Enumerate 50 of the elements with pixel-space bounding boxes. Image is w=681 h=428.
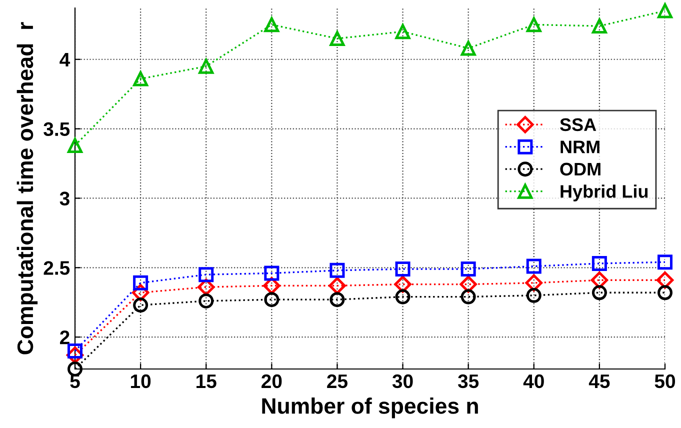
point <box>68 138 82 153</box>
point <box>658 285 672 300</box>
legend-label: SSA <box>560 118 596 132</box>
y-tick-label: 2.5 <box>44 261 70 275</box>
point <box>68 362 82 376</box>
x-tick-label: 45 <box>588 374 610 388</box>
point <box>133 275 148 290</box>
x-tick-label: 10 <box>130 374 151 388</box>
point <box>264 266 280 281</box>
point <box>460 40 476 56</box>
point <box>658 254 672 270</box>
point <box>460 262 476 277</box>
legend-label: ODM <box>560 162 600 176</box>
point <box>133 298 148 313</box>
legend-label: NRM <box>560 140 600 154</box>
x-axis-title: Number of species n <box>262 398 478 418</box>
point <box>264 17 280 32</box>
point <box>395 24 410 40</box>
point <box>526 17 542 32</box>
point <box>330 262 345 278</box>
point <box>395 262 410 277</box>
point <box>592 256 607 271</box>
point <box>198 58 214 74</box>
point <box>133 71 148 86</box>
point <box>198 267 214 282</box>
point <box>264 292 280 308</box>
point <box>460 289 476 304</box>
y-tick-label: 2 <box>60 330 70 344</box>
x-tick-label: 25 <box>327 374 348 388</box>
point <box>330 31 345 46</box>
y-tick-label: 3.5 <box>44 122 70 136</box>
point <box>198 293 214 308</box>
y-axis-title: Computational time overhead r <box>16 22 38 354</box>
x-tick-label: 20 <box>262 374 282 388</box>
point <box>526 288 542 303</box>
point <box>592 285 607 300</box>
x-tick-label: 30 <box>392 374 413 388</box>
x-tick-label: 15 <box>196 374 216 388</box>
point <box>526 258 542 274</box>
x-tick-label: 35 <box>458 374 479 388</box>
x-tick-label: 40 <box>523 374 544 388</box>
y-tick-label: 4 <box>60 53 70 66</box>
point <box>658 3 672 18</box>
point <box>592 18 607 34</box>
point <box>395 289 410 304</box>
point <box>328 277 346 294</box>
legend-label: Hybrid Liu <box>560 184 648 202</box>
x-tick-label: 50 <box>654 374 676 388</box>
point <box>330 292 345 308</box>
y-tick-label: 3 <box>60 192 70 206</box>
